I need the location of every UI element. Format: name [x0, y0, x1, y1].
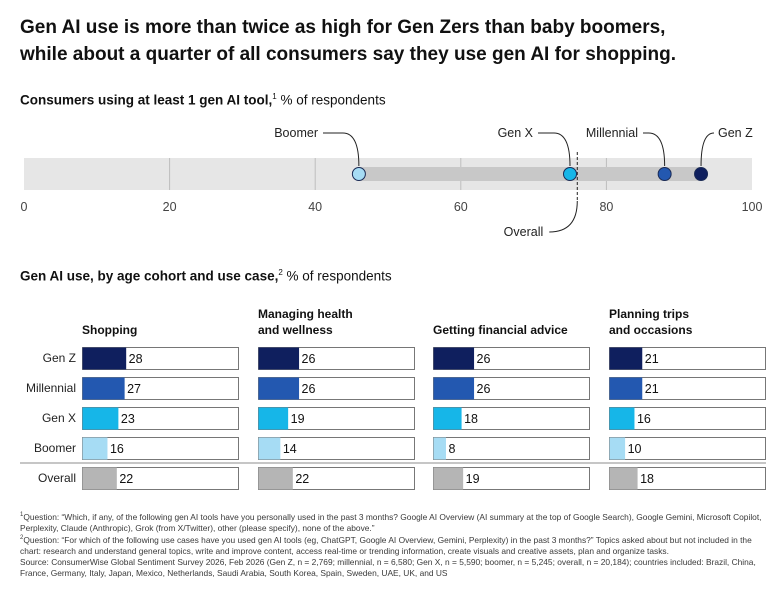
cohort-label: Gen X — [42, 411, 76, 425]
bar — [258, 347, 300, 370]
use-case-header: and occasions — [609, 323, 693, 337]
bar — [82, 377, 125, 400]
bar-value-label: 16 — [110, 442, 124, 456]
use-case-header: Getting financial advice — [433, 323, 568, 337]
source-note: Source: ConsumerWise Global Sentiment Su… — [20, 556, 756, 578]
bar — [433, 377, 475, 400]
dot-chart-title: Consumers using at least 1 gen AI tool, — [20, 92, 273, 108]
bar — [433, 407, 462, 430]
bar — [609, 347, 643, 370]
bar-outline — [433, 437, 590, 460]
footnote-1: 1Question: “Which, if any, of the follow… — [20, 510, 765, 533]
bar — [609, 377, 643, 400]
bar — [82, 437, 108, 460]
cohort-label: Boomer — [34, 441, 76, 455]
bar — [433, 467, 464, 490]
bar-value-label: 18 — [640, 472, 654, 486]
point-leader-line — [323, 132, 360, 167]
bar — [82, 347, 127, 370]
bar — [258, 437, 281, 460]
footnote-1-text: Question: “Which, if any, of the followi… — [20, 511, 762, 533]
bar-value-label: 26 — [477, 382, 491, 396]
bar-value-label: 10 — [628, 442, 642, 456]
use-case-header: and wellness — [258, 323, 333, 337]
bar — [609, 467, 638, 490]
chart-title-line-1: Gen AI use is more than twice as high fo… — [20, 17, 666, 38]
bar — [258, 377, 300, 400]
use-case-header: Managing health — [258, 307, 353, 321]
chart-title-line-2: while about a quarter of all consumers s… — [20, 44, 676, 65]
bar-value-label: 16 — [637, 412, 651, 426]
bar-chart-title: Gen AI use, by age cohort and use case, — [20, 268, 279, 284]
bar-chart-subtitle: Gen AI use, by age cohort and use case,2… — [20, 268, 392, 284]
overall-label: Overall — [504, 225, 544, 239]
point-leader-line — [538, 132, 571, 167]
bar-value-label: 14 — [283, 442, 297, 456]
dot-chart-tick-label: 0 — [21, 200, 28, 214]
bar-value-label: 27 — [127, 382, 141, 396]
data-point — [657, 167, 672, 181]
bar — [609, 437, 626, 460]
dot-chart-range-band — [358, 167, 702, 181]
point-label: Millennial — [586, 126, 638, 140]
dot-chart-footnote-mark: 1 — [272, 92, 277, 101]
bar — [82, 407, 119, 430]
footnote-1-mark: 1 — [20, 512, 24, 518]
cohort-label: Overall — [38, 471, 76, 485]
use-case-header: Shopping — [82, 323, 137, 337]
bar-value-label: 23 — [121, 412, 135, 426]
bar-value-label: 18 — [464, 412, 478, 426]
dot-chart-subtitle: Consumers using at least 1 gen AI tool,1… — [20, 92, 386, 108]
overall-leader-line — [549, 200, 578, 233]
bar — [258, 407, 289, 430]
bar-value-label: 21 — [645, 352, 659, 366]
data-point — [563, 167, 577, 181]
point-leader-line — [700, 132, 715, 167]
bar-value-label: 22 — [295, 472, 309, 486]
footnote-2-text: Question: “For which of the following us… — [20, 535, 752, 556]
data-point — [351, 167, 366, 181]
bar-value-label: 21 — [645, 382, 659, 396]
footnote-2: 2Question: “For which of the following u… — [20, 533, 765, 556]
bar — [433, 347, 475, 370]
chart-title: Gen AI use is more than twice as high fo… — [20, 14, 770, 68]
bar-chart-unit: % of respondents — [282, 268, 392, 284]
bar-value-label: 19 — [291, 412, 305, 426]
bar-value-label: 19 — [466, 472, 480, 486]
cohort-label: Gen Z — [43, 351, 76, 365]
dot-chart-tick-label: 80 — [599, 200, 613, 214]
use-case-header: Planning trips — [609, 307, 689, 321]
bar-value-label: 26 — [302, 352, 316, 366]
cohort-label: Millennial — [26, 381, 76, 395]
bar — [609, 407, 635, 430]
bar — [433, 437, 446, 460]
dot-chart-unit: % of respondents — [276, 92, 386, 108]
point-label: Gen Z — [718, 126, 753, 140]
dot-chart-tick-label: 40 — [308, 200, 322, 214]
point-leader-line — [643, 132, 666, 167]
bar-value-label: 28 — [129, 352, 143, 366]
point-label: Boomer — [274, 126, 318, 140]
bar-value-label: 8 — [448, 442, 455, 456]
point-label: Gen X — [498, 126, 534, 140]
dot-chart-tick-label: 100 — [742, 200, 763, 214]
dot-chart-tick-label: 60 — [454, 200, 468, 214]
bar-chart-footnote-mark: 2 — [278, 268, 283, 277]
footnotes: 1Question: “Which, if any, of the follow… — [20, 510, 765, 578]
footnote-2-mark: 2 — [20, 535, 24, 542]
bar-value-label: 26 — [302, 382, 316, 396]
bar-value-label: 26 — [477, 352, 491, 366]
dot-chart-tick-label: 20 — [163, 200, 177, 214]
bar — [258, 467, 293, 490]
bar — [82, 467, 117, 490]
bar-value-label: 22 — [119, 472, 133, 486]
data-point — [694, 167, 709, 181]
